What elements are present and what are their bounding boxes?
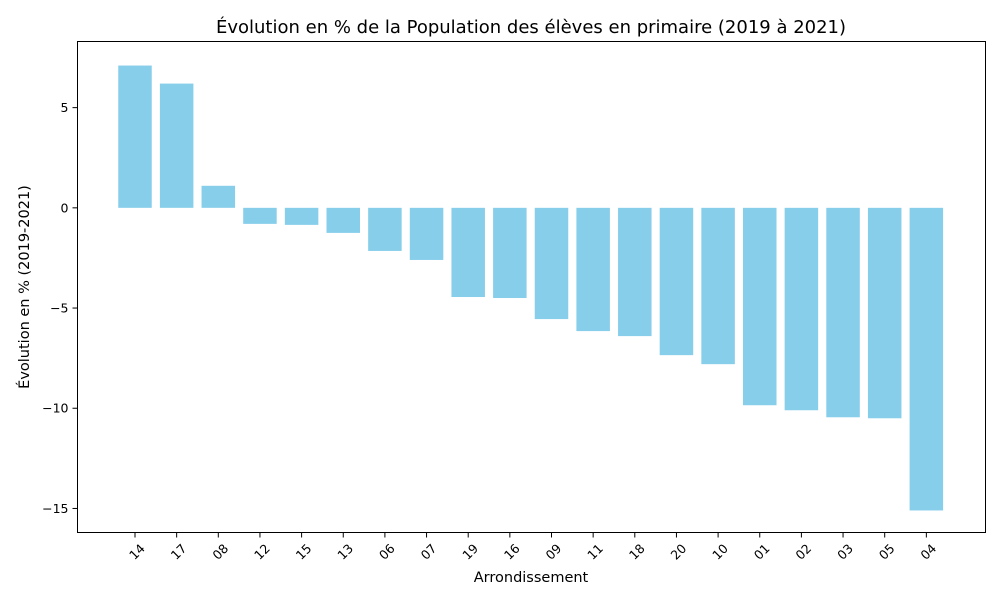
bar-13: [326, 207, 360, 233]
bar-18: [618, 207, 652, 337]
bar-19: [451, 207, 485, 298]
x-tick-label-01: 01: [751, 541, 773, 563]
x-tick-label-12: 12: [251, 541, 273, 563]
y-axis-ticks: 5 0 −5 −10 −15: [42, 100, 78, 516]
bar-04: [909, 207, 944, 511]
x-tick-label-19: 19: [459, 541, 481, 563]
x-tick-label-18: 18: [626, 541, 648, 563]
x-tick-label-09: 09: [543, 541, 565, 563]
y-tick-label: −10: [42, 401, 68, 416]
x-axis-ticks: 14 17 08 12 15 13 06 07 19 16 09 11 18 20 10 01 02 03 05 04: [126, 532, 939, 563]
x-axis-label: Arrondissement: [474, 570, 589, 586]
y-tick-label: −5: [50, 301, 68, 316]
bar-17: [159, 83, 194, 208]
x-tick-label-10: 10: [709, 541, 731, 563]
bar-01: [743, 207, 777, 406]
bar-09: [534, 207, 569, 320]
bar-20: [659, 207, 694, 356]
bars-group: [118, 65, 944, 511]
bar-06: [368, 207, 402, 251]
chart-title: Évolution en % de la Population des élèv…: [216, 16, 846, 38]
bar-14: [118, 65, 152, 208]
x-tick-label-14: 14: [126, 541, 148, 563]
y-axis-label: Évolution en % (2019-2021): [16, 185, 33, 389]
bar-12: [243, 207, 277, 224]
x-tick-label-11: 11: [584, 541, 606, 563]
x-tick-label-05: 05: [876, 541, 898, 563]
y-tick-label: 0: [61, 200, 69, 215]
x-tick-label-06: 06: [376, 541, 398, 563]
bar-11: [576, 207, 610, 332]
x-tick-label-08: 08: [209, 541, 231, 563]
x-tick-label-17: 17: [168, 541, 190, 563]
bar-16: [493, 207, 527, 299]
bar-05: [867, 207, 902, 419]
plot-frame: [77, 41, 986, 533]
bar-02: [784, 207, 819, 411]
y-tick-label: −15: [42, 501, 68, 516]
x-tick-label-03: 03: [834, 541, 856, 563]
bar-10: [701, 207, 735, 365]
bar-08: [201, 185, 236, 208]
x-tick-label-07: 07: [418, 541, 440, 563]
bar-15: [284, 207, 319, 225]
x-tick-label-02: 02: [792, 541, 814, 563]
x-tick-label-15: 15: [293, 541, 315, 563]
y-tick-label: 5: [61, 100, 69, 115]
x-tick-label-16: 16: [501, 541, 523, 563]
x-tick-label-20: 20: [668, 541, 690, 563]
bar-03: [826, 207, 860, 418]
bar-07: [409, 207, 444, 260]
x-tick-label-13: 13: [334, 541, 356, 563]
x-tick-label-04: 04: [917, 541, 939, 563]
